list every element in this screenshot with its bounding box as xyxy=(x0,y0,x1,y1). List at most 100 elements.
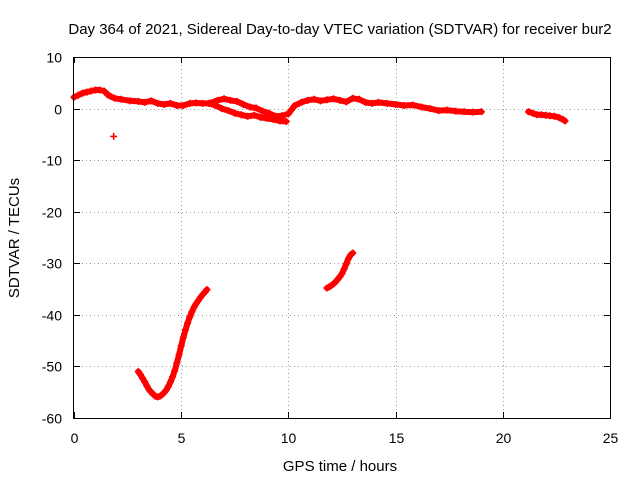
data-point xyxy=(139,374,147,382)
y-tick-label: -60 xyxy=(42,411,62,427)
data-point xyxy=(96,86,104,94)
data-point xyxy=(426,105,434,113)
data-point xyxy=(100,87,108,95)
data-point xyxy=(181,326,189,334)
chart-title: Day 364 of 2021, Sidereal Day-to-day VTE… xyxy=(68,21,611,38)
data-point xyxy=(111,94,119,102)
data-point xyxy=(199,99,207,107)
data-point xyxy=(417,103,425,111)
data-point xyxy=(434,107,442,115)
data-point xyxy=(400,101,408,109)
x-tick-label: 25 xyxy=(603,430,619,446)
data-point xyxy=(166,99,174,107)
data-point xyxy=(179,334,187,342)
data-point xyxy=(179,101,187,109)
x-tick-label: 15 xyxy=(389,430,405,446)
x-axis-ticks: 0 5 10 15 20 25 xyxy=(71,57,619,446)
y-tick-label: -40 xyxy=(42,308,62,324)
data-point xyxy=(349,249,357,257)
data-point xyxy=(310,95,318,103)
data-point xyxy=(218,105,226,113)
data-point xyxy=(136,371,144,379)
data-point xyxy=(186,99,194,107)
data-point xyxy=(173,359,181,367)
data-point xyxy=(525,108,533,116)
data-point xyxy=(237,111,245,119)
data-point xyxy=(205,99,213,107)
data-point xyxy=(175,351,183,359)
data-point xyxy=(190,303,198,311)
data-point xyxy=(106,92,114,100)
data-point xyxy=(323,96,331,104)
x-tick-label: 20 xyxy=(496,430,512,446)
series-4 xyxy=(323,249,357,292)
data-point xyxy=(342,98,350,106)
data-point xyxy=(263,114,271,122)
data-point xyxy=(452,107,460,115)
data-point xyxy=(282,117,290,125)
series-2 xyxy=(110,132,118,140)
data-point xyxy=(231,109,239,117)
data-point xyxy=(250,111,258,119)
data-point xyxy=(244,112,252,120)
y-axis-ticks: 10 0 -10 -20 -30 -40 -50 -60 xyxy=(42,50,610,427)
data-point xyxy=(304,96,312,104)
data-point xyxy=(368,99,376,107)
data-point xyxy=(276,117,284,125)
data-point xyxy=(291,101,299,109)
data-point xyxy=(147,97,155,105)
data-point xyxy=(269,115,277,123)
data-point xyxy=(317,97,325,105)
data-point xyxy=(239,100,247,108)
y-tick-label: 0 xyxy=(54,102,62,118)
data-point xyxy=(126,97,134,105)
data-point xyxy=(477,108,485,116)
data-point xyxy=(460,108,468,116)
data-point xyxy=(79,89,87,97)
series-5 xyxy=(525,108,569,125)
data-point xyxy=(555,113,563,121)
y-tick-label: 10 xyxy=(46,50,62,66)
x-tick-label: 10 xyxy=(281,430,297,446)
data-point xyxy=(252,104,260,112)
data-point xyxy=(166,378,174,386)
data-point xyxy=(224,107,232,115)
data-point xyxy=(342,260,350,268)
data-point xyxy=(169,373,177,381)
data-point xyxy=(186,313,194,321)
data-point xyxy=(192,99,200,107)
x-tick-label: 5 xyxy=(178,430,186,446)
x-tick-label: 0 xyxy=(71,430,79,446)
x-axis-label: GPS time / hours xyxy=(283,458,397,475)
data-point xyxy=(259,107,267,115)
data-point xyxy=(134,97,142,105)
data-point xyxy=(257,113,265,121)
data-point xyxy=(154,99,162,107)
data-point xyxy=(171,367,179,375)
series-0 xyxy=(70,86,485,120)
data-point xyxy=(203,286,211,294)
data-point xyxy=(443,106,451,114)
data-point xyxy=(188,308,196,316)
data-point xyxy=(177,342,185,350)
data-point xyxy=(110,132,118,140)
y-tick-label: -50 xyxy=(42,359,62,375)
y-axis-label: SDTVAR / TECUs xyxy=(6,178,23,298)
data-point xyxy=(383,99,391,107)
data-point xyxy=(141,98,149,106)
data-point xyxy=(233,97,241,105)
data-point xyxy=(392,100,400,108)
data-point xyxy=(246,103,254,111)
data-point xyxy=(409,101,417,109)
series-3 xyxy=(134,286,211,401)
data-point xyxy=(550,112,558,120)
data-point xyxy=(297,98,305,106)
data-point xyxy=(340,265,348,273)
data-point xyxy=(227,96,235,104)
data-point xyxy=(284,110,292,118)
y-tick-label: -10 xyxy=(42,153,62,169)
data-point xyxy=(143,382,151,390)
data-points xyxy=(70,86,569,401)
data-point xyxy=(344,255,352,263)
